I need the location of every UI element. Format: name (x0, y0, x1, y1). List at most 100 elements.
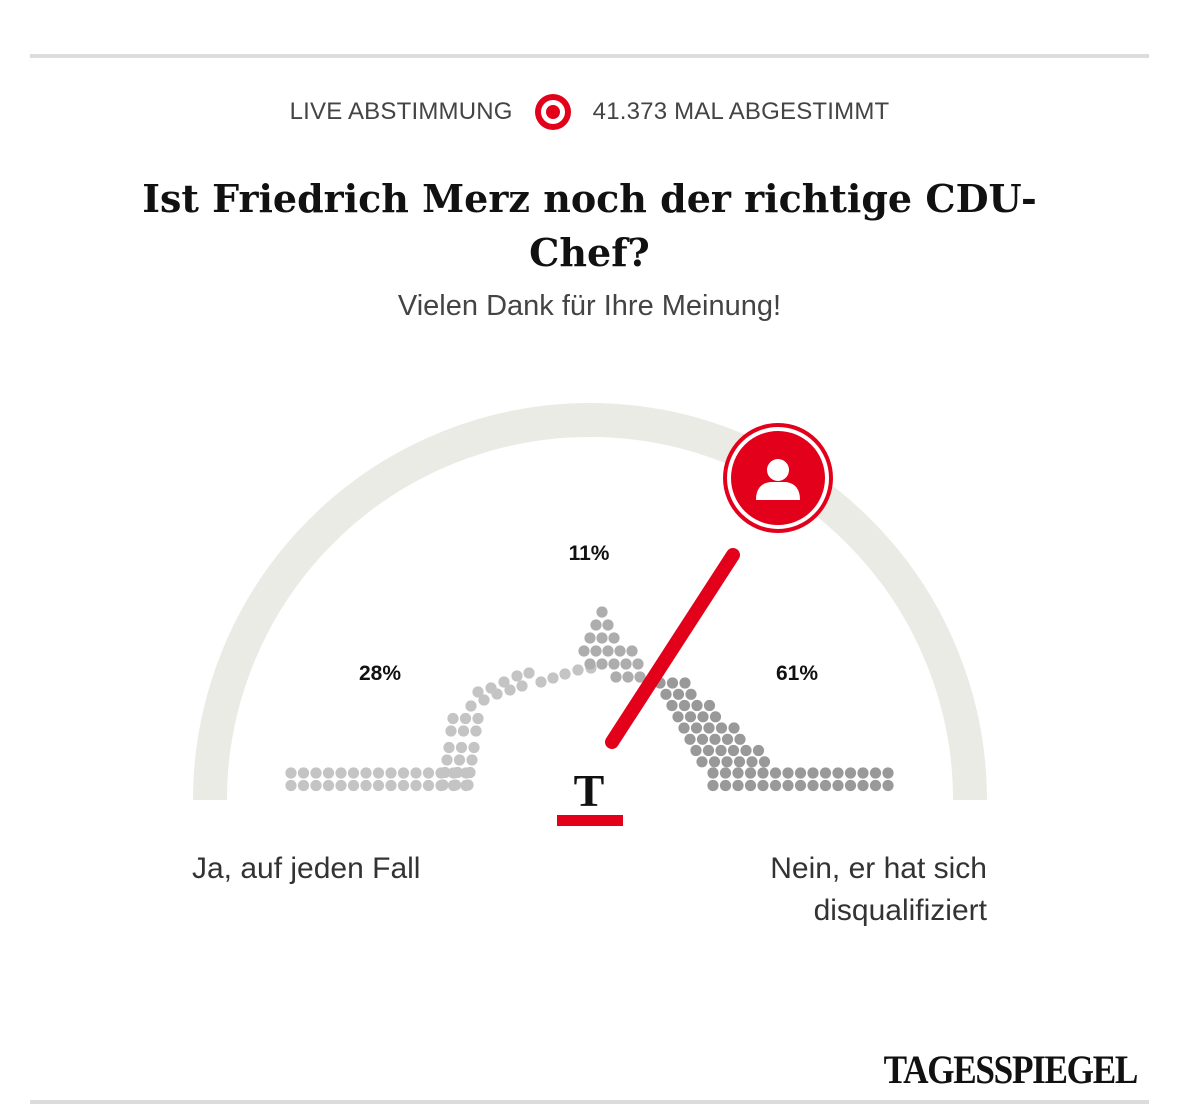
vote-dot (757, 779, 769, 792)
vote-dot (360, 779, 372, 792)
vote-dot (372, 779, 385, 792)
vote-dot (347, 779, 360, 792)
vote-dot (559, 668, 571, 680)
vote-dot (547, 672, 559, 684)
vote-dot (596, 658, 608, 670)
vote-dot (590, 645, 602, 657)
vote-dot (678, 722, 690, 734)
vote-dot (584, 632, 596, 644)
vote-dot (478, 694, 490, 706)
vote-dot (410, 779, 422, 792)
vote-dot (310, 767, 322, 779)
vote-dot (608, 658, 620, 670)
vote-dot (758, 756, 771, 768)
vote-dot (844, 767, 857, 779)
vote-dots (285, 606, 894, 792)
vote-count: 41.373 MAL ABGESTIMMT (592, 98, 890, 125)
vote-dot (679, 677, 691, 689)
vote-dot (696, 756, 708, 768)
vote-dot (666, 677, 679, 689)
vote-dot (297, 779, 310, 792)
vote-dot (322, 767, 335, 779)
vote-dot (819, 767, 832, 779)
vote-dot (807, 779, 819, 792)
vote-dot (449, 779, 462, 791)
vote-dot (719, 767, 732, 779)
vote-dot (445, 725, 457, 737)
vote-dot (498, 676, 510, 688)
vote-dot (794, 767, 807, 779)
vote-dot (684, 711, 697, 723)
vote-dot (504, 684, 516, 696)
vote-dot (523, 667, 535, 679)
vote-dot (794, 779, 807, 792)
vote-dot (455, 741, 468, 754)
vote-dot (744, 767, 757, 779)
vote-dot (734, 733, 746, 745)
answer-yes-label: Ja, auf jeden Fall (192, 852, 421, 885)
vote-dot (439, 766, 451, 779)
target-icon (534, 94, 571, 130)
percent-label-yes: 28% (359, 662, 401, 685)
vote-dot (869, 779, 882, 792)
vote-dot (397, 779, 410, 792)
vote-dot (634, 671, 646, 683)
vote-dot (727, 744, 740, 757)
vote-dot (447, 712, 459, 725)
live-status-row: LIVE ABSTIMMUNG 41.373 MAL ABGESTIMMT (0, 92, 1179, 132)
user-icon (756, 459, 800, 500)
vote-dot (578, 645, 590, 657)
vote-dot (707, 767, 719, 779)
vote-dot (744, 779, 757, 792)
vote-dot (709, 733, 721, 745)
vote-dot (740, 744, 752, 757)
vote-dot (457, 725, 470, 737)
vote-dot (608, 632, 620, 644)
vote-dot (690, 722, 703, 734)
vote-dot (733, 756, 746, 768)
user-vote-badge[interactable] (723, 423, 833, 533)
thank-you-message: Vielen Dank für Ihre Meinung! (397, 290, 782, 322)
vote-dot (719, 779, 732, 792)
vote-dot (715, 722, 728, 734)
vote-dot (819, 779, 832, 792)
vote-dot (632, 658, 644, 670)
vote-dot (347, 767, 360, 779)
vote-dot (622, 671, 634, 683)
top-divider (30, 54, 1149, 58)
vote-dot (535, 676, 547, 688)
vote-dot (684, 733, 696, 745)
vote-dot (702, 744, 715, 757)
vote-dot (672, 711, 684, 723)
vote-dot (468, 741, 480, 754)
vote-dot (584, 658, 596, 670)
vote-dot (807, 767, 819, 779)
vote-dot (297, 767, 310, 779)
vote-dot (703, 699, 716, 712)
answer-no-line1: Nein, er hat sich (770, 852, 987, 885)
vote-dot (385, 779, 397, 792)
vote-dot (626, 645, 638, 657)
vote-dot (769, 767, 782, 779)
bottom-divider (30, 1100, 1149, 1104)
vote-dot (660, 688, 672, 700)
percent-label-middle: 11% (569, 542, 610, 565)
vote-dot (422, 767, 435, 779)
vote-dot (335, 767, 347, 779)
answer-no-line2: disqualifiziert (813, 894, 987, 927)
vote-dot (322, 779, 335, 792)
vote-dot (685, 688, 697, 700)
vote-dot (441, 754, 453, 766)
vote-dot (437, 779, 449, 791)
vote-dot (869, 767, 882, 779)
vote-dot (465, 700, 477, 712)
vote-dot (410, 767, 422, 779)
gauge-track (193, 403, 987, 801)
vote-dot (728, 722, 740, 734)
vote-dot (422, 779, 435, 792)
vote-dot (285, 779, 297, 792)
vote-dot (572, 664, 584, 676)
vote-dot (285, 767, 297, 779)
vote-dot (782, 767, 794, 779)
